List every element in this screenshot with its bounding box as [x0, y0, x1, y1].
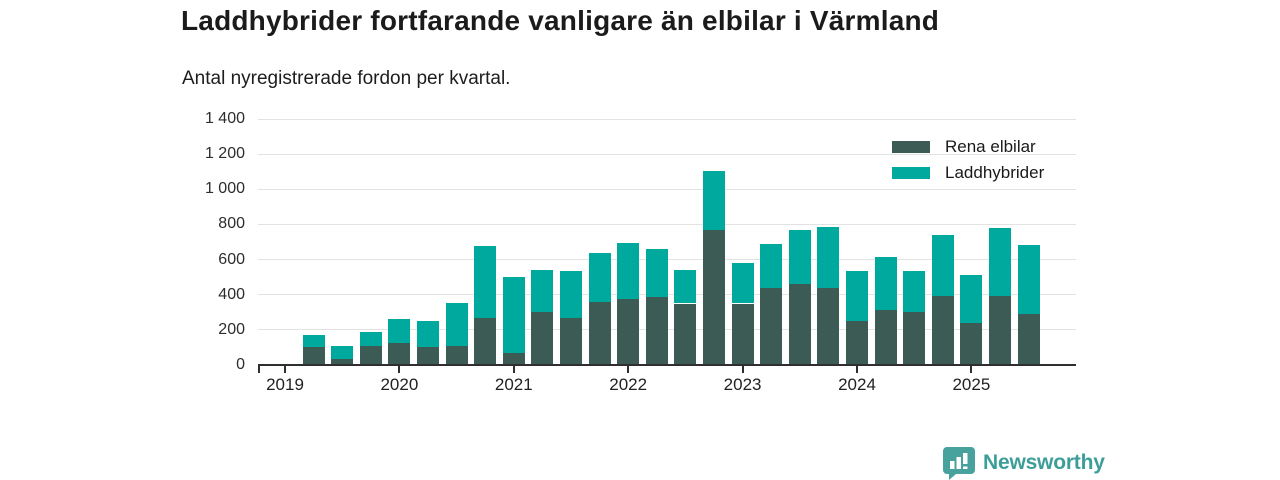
bar-segment-rena-elbilar-2019-Q4 [359, 345, 382, 365]
x-axis-year-label-2025: 2025 [952, 375, 991, 394]
x-axis-line [258, 364, 1076, 366]
bar-segment-laddhybrider-2021-Q4 [588, 253, 611, 302]
x-axis-year-label-2019: 2019 [266, 375, 304, 394]
x-axis-tick-2020 [398, 366, 401, 373]
y-axis-tick-label: 0 [236, 356, 245, 373]
bar-segment-laddhybrider-2022-Q4 [703, 170, 725, 230]
legend-label-laddhybrider: Laddhybrider [945, 163, 1045, 182]
legend-swatch-laddhybrider [892, 167, 930, 179]
bar-segment-rena-elbilar-2021-Q3 [560, 317, 582, 365]
bar-segment-laddhybrider-2024-Q4 [931, 234, 954, 296]
bar-segment-laddhybrider-2023-Q3 [788, 229, 811, 285]
bar-segment-laddhybrider-2022-Q3 [674, 270, 697, 304]
bar-segment-laddhybrider-2021-Q3 [560, 270, 582, 318]
bar-segment-laddhybrider-2019-Q2 [302, 335, 325, 347]
x-axis-year-label-2023: 2023 [723, 375, 762, 394]
bar-segment-rena-elbilar-2024-Q1 [846, 321, 868, 365]
y-axis-tick-label: 200 [218, 320, 245, 338]
legend-swatch-rena-elbilar [892, 141, 930, 153]
bar-segment-laddhybrider-2023-Q1 [731, 263, 754, 304]
chart-title: Laddhybrider fortfarande vanligare än el… [181, 5, 940, 36]
y-axis-tick-label: 600 [218, 250, 245, 268]
bar-segment-laddhybrider-2019-Q3 [331, 345, 354, 359]
bar-segment-rena-elbilar-2020-Q2 [417, 347, 439, 365]
bar-segment-laddhybrider-2025-Q2 [989, 227, 1011, 297]
bar-segment-rena-elbilar-2020-Q4 [474, 318, 497, 365]
y-axis-tick-label: 1 400 [204, 110, 245, 127]
y-gridline [258, 188, 1076, 190]
bar-segment-laddhybrider-2024-Q2 [874, 256, 897, 310]
y-axis-tick-label: 800 [218, 215, 245, 233]
bar-segment-rena-elbilar-2022-Q1 [617, 299, 640, 365]
newsworthy-logo-icon [943, 447, 975, 480]
bar-segment-rena-elbilar-2023-Q1 [731, 303, 754, 365]
x-axis-year-label-2022: 2022 [609, 375, 648, 394]
bar-segment-laddhybrider-2025-Q1 [960, 275, 983, 323]
y-axis-tick-label: 1 000 [204, 180, 245, 198]
bar-segment-laddhybrider-2024-Q1 [846, 270, 868, 322]
bar-segment-rena-elbilar-2019-Q3 [331, 358, 354, 365]
bar-segment-rena-elbilar-2021-Q1 [502, 352, 525, 365]
x-axis-year-label-2020: 2020 [380, 375, 419, 394]
x-axis-tick-2023 [741, 366, 744, 373]
x-axis-tick-2022 [627, 366, 630, 373]
bar-segment-rena-elbilar-2022-Q3 [674, 303, 697, 365]
newsworthy-brand-text: Newsworthy [983, 451, 1105, 474]
bar-segment-laddhybrider-2024-Q3 [903, 270, 926, 313]
bar-segment-rena-elbilar-2023-Q3 [788, 284, 811, 365]
newsworthy-logo[interactable]: Newsworthy [942, 446, 1105, 480]
bar-segment-laddhybrider-2020-Q3 [445, 302, 468, 346]
bar-segment-rena-elbilar-2021-Q2 [531, 312, 554, 365]
y-axis-tick-label: 1 200 [204, 145, 245, 163]
bar-segment-laddhybrider-2022-Q2 [645, 249, 668, 298]
bar-segment-laddhybrider-2025-Q3 [1017, 244, 1040, 315]
bar-segment-rena-elbilar-2020-Q1 [388, 343, 411, 365]
bar-segment-laddhybrider-2019-Q4 [359, 331, 382, 346]
bar-segment-laddhybrider-2021-Q2 [531, 270, 554, 313]
bar-segment-laddhybrider-2021-Q1 [502, 277, 525, 353]
bar-segment-rena-elbilar-2022-Q4 [703, 229, 725, 365]
bar-segment-rena-elbilar-2020-Q3 [445, 345, 468, 365]
x-axis-year-label-2021: 2021 [494, 375, 533, 394]
bar-segment-rena-elbilar-2025-Q1 [960, 322, 983, 365]
bar-segment-rena-elbilar-2022-Q2 [645, 297, 668, 365]
y-axis-tick-label: 400 [218, 285, 245, 303]
bar-segment-rena-elbilar-2021-Q4 [588, 301, 611, 365]
x-axis-year-label-2024: 2024 [838, 375, 876, 394]
bar-segment-rena-elbilar-2023-Q2 [760, 287, 783, 365]
x-axis-tick-2019 [284, 366, 286, 373]
y-gridline [258, 118, 1076, 120]
bar-segment-rena-elbilar-2025-Q3 [1017, 314, 1040, 365]
x-axis-tick-2025 [970, 366, 973, 373]
bar-segment-laddhybrider-2020-Q2 [417, 321, 439, 348]
bar-segment-rena-elbilar-2024-Q4 [931, 295, 954, 365]
bar-segment-rena-elbilar-2024-Q2 [874, 309, 897, 365]
bar-segment-laddhybrider-2020-Q1 [388, 319, 411, 344]
legend-item-rena-elbilar: Rena elbilar [892, 134, 1044, 160]
bar-segment-rena-elbilar-2019-Q2 [302, 346, 325, 365]
bar-segment-rena-elbilar-2023-Q4 [817, 287, 840, 365]
bar-segment-rena-elbilar-2024-Q3 [903, 312, 926, 365]
x-axis-tick-2024 [856, 366, 858, 373]
legend-item-laddhybrider: Laddhybrider [892, 160, 1044, 186]
legend-label-rena-elbilar: Rena elbilar [945, 137, 1036, 156]
y-gridline [258, 153, 1076, 155]
y-gridline [258, 223, 1076, 225]
bar-segment-laddhybrider-2023-Q4 [817, 227, 840, 288]
chart-subtitle: Antal nyregistrerade fordon per kvartal. [182, 68, 511, 89]
bar-segment-laddhybrider-2023-Q2 [760, 243, 783, 288]
chart-legend: Rena elbilar Laddhybrider [892, 134, 1044, 186]
bar-segment-laddhybrider-2022-Q1 [617, 242, 640, 300]
x-axis-start-tick [258, 366, 260, 373]
x-axis-tick-2021 [512, 366, 515, 373]
bar-segment-rena-elbilar-2025-Q2 [989, 296, 1011, 365]
bar-segment-laddhybrider-2020-Q4 [474, 246, 497, 319]
